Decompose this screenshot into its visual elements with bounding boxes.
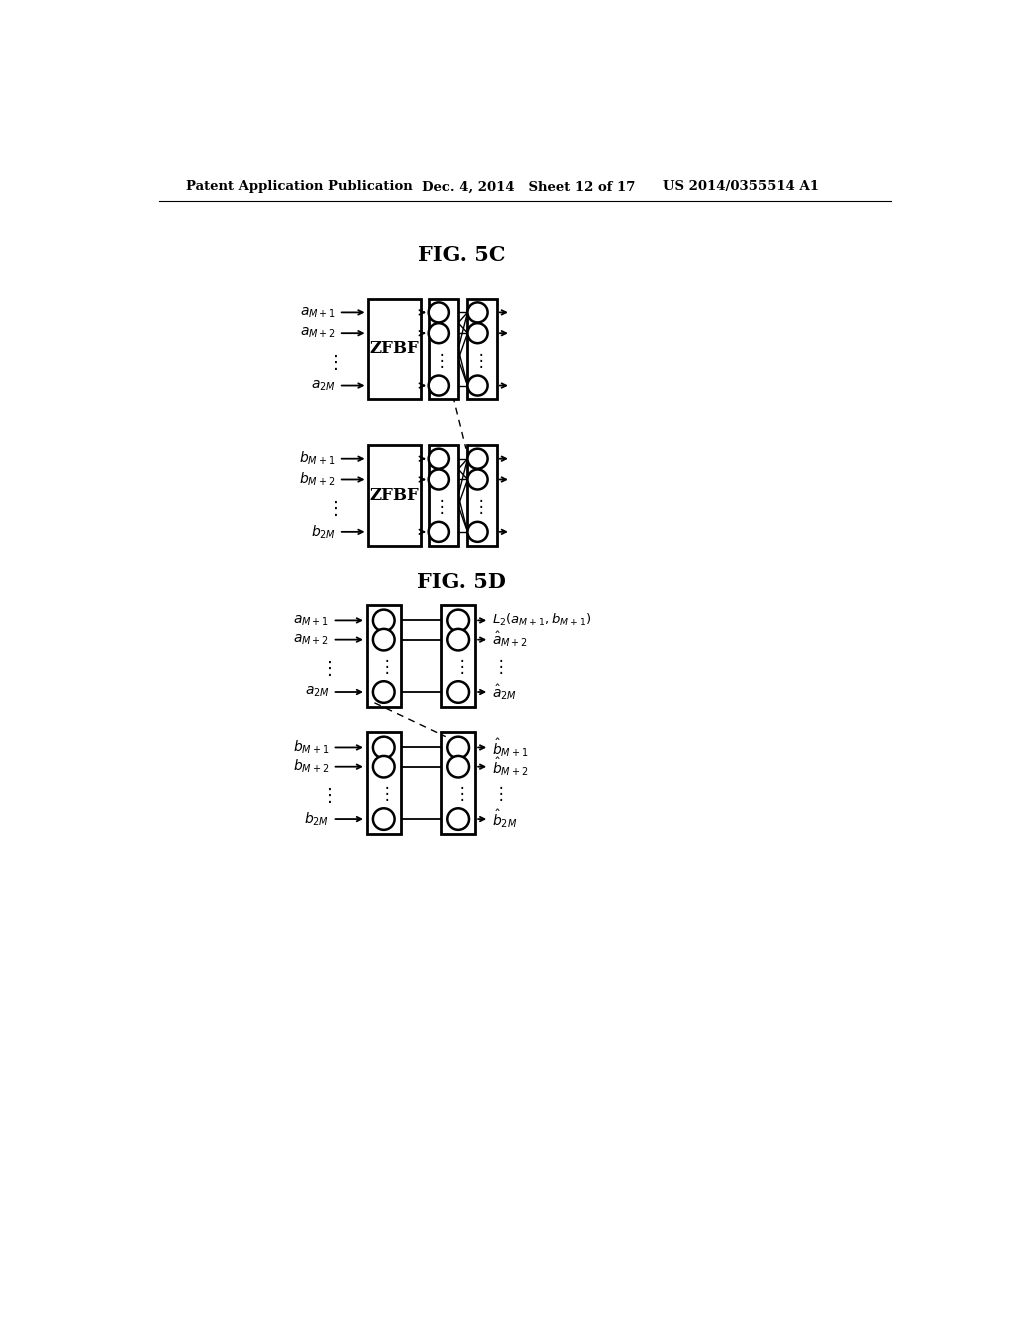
Circle shape (429, 376, 449, 396)
Circle shape (467, 470, 487, 490)
Text: $a_{M+2}$: $a_{M+2}$ (300, 326, 336, 341)
Text: $b_{2M}$: $b_{2M}$ (310, 523, 336, 541)
Text: $a_{2M}$: $a_{2M}$ (305, 685, 330, 700)
Circle shape (467, 449, 487, 469)
Text: $b_{M+2}$: $b_{M+2}$ (299, 471, 336, 488)
Circle shape (429, 302, 449, 322)
Circle shape (429, 323, 449, 343)
Text: $a_{M+1}$: $a_{M+1}$ (294, 614, 330, 627)
Text: $a_{M+1}$: $a_{M+1}$ (300, 305, 336, 319)
Text: $\vdots$: $\vdots$ (472, 351, 483, 370)
Text: ZFBF: ZFBF (370, 341, 420, 358)
Text: FIG. 5C: FIG. 5C (418, 244, 505, 264)
Text: $b_{M+2}$: $b_{M+2}$ (293, 758, 330, 775)
Circle shape (373, 681, 394, 702)
Bar (441, 733, 475, 834)
Circle shape (467, 323, 487, 343)
Text: $\vdots$: $\vdots$ (326, 499, 338, 519)
Text: $\vdots$: $\vdots$ (493, 784, 504, 803)
Circle shape (429, 449, 449, 469)
Circle shape (447, 628, 469, 651)
Text: FIG. 5D: FIG. 5D (417, 572, 506, 591)
Bar (367, 733, 400, 834)
Circle shape (373, 628, 394, 651)
Text: Dec. 4, 2014   Sheet 12 of 17: Dec. 4, 2014 Sheet 12 of 17 (423, 181, 636, 194)
Text: $a_{2M}$: $a_{2M}$ (311, 379, 336, 393)
Text: $\hat{a}_{M+2}$: $\hat{a}_{M+2}$ (493, 630, 528, 649)
Text: $b_{M+1}$: $b_{M+1}$ (299, 450, 336, 467)
Text: $\vdots$: $\vdots$ (493, 657, 504, 676)
Circle shape (373, 737, 394, 758)
Text: $a_{M+2}$: $a_{M+2}$ (294, 632, 330, 647)
Circle shape (373, 808, 394, 830)
Text: $\hat{b}_{M+2}$: $\hat{b}_{M+2}$ (493, 755, 528, 777)
Text: $\vdots$: $\vdots$ (319, 660, 332, 678)
Text: $b_{M+1}$: $b_{M+1}$ (293, 739, 330, 756)
Circle shape (447, 808, 469, 830)
Bar (369, 298, 421, 400)
Circle shape (447, 756, 469, 777)
Bar (429, 445, 458, 545)
Text: $\hat{a}_{2M}$: $\hat{a}_{2M}$ (493, 682, 517, 702)
Text: $\hat{b}_{2M}$: $\hat{b}_{2M}$ (493, 808, 517, 830)
Text: $\vdots$: $\vdots$ (326, 352, 338, 372)
Bar (369, 445, 421, 545)
Text: US 2014/0355514 A1: US 2014/0355514 A1 (663, 181, 819, 194)
Circle shape (467, 521, 487, 543)
Circle shape (447, 737, 469, 758)
Text: Patent Application Publication: Patent Application Publication (186, 181, 413, 194)
Circle shape (447, 681, 469, 702)
Circle shape (467, 302, 487, 322)
Text: $\vdots$: $\vdots$ (378, 784, 389, 803)
Bar (467, 445, 497, 545)
Text: $b_{2M}$: $b_{2M}$ (304, 810, 330, 828)
Text: $\vdots$: $\vdots$ (378, 657, 389, 676)
Circle shape (467, 376, 487, 396)
Bar (429, 298, 458, 400)
Bar (367, 605, 400, 708)
Text: $\vdots$: $\vdots$ (453, 657, 464, 676)
Circle shape (373, 756, 394, 777)
Circle shape (429, 470, 449, 490)
Circle shape (447, 610, 469, 631)
Text: $\hat{b}_{M+1}$: $\hat{b}_{M+1}$ (493, 737, 528, 759)
Circle shape (373, 610, 394, 631)
Text: ZFBF: ZFBF (370, 487, 420, 504)
Text: $L_2(a_{M+1}, b_{M+1})$: $L_2(a_{M+1}, b_{M+1})$ (493, 612, 592, 628)
Text: $\vdots$: $\vdots$ (453, 784, 464, 803)
Circle shape (429, 521, 449, 543)
Text: $\vdots$: $\vdots$ (319, 787, 332, 805)
Text: $\vdots$: $\vdots$ (433, 351, 444, 370)
Text: $\vdots$: $\vdots$ (472, 496, 483, 516)
Text: $\vdots$: $\vdots$ (433, 496, 444, 516)
Bar (441, 605, 475, 708)
Bar (467, 298, 497, 400)
